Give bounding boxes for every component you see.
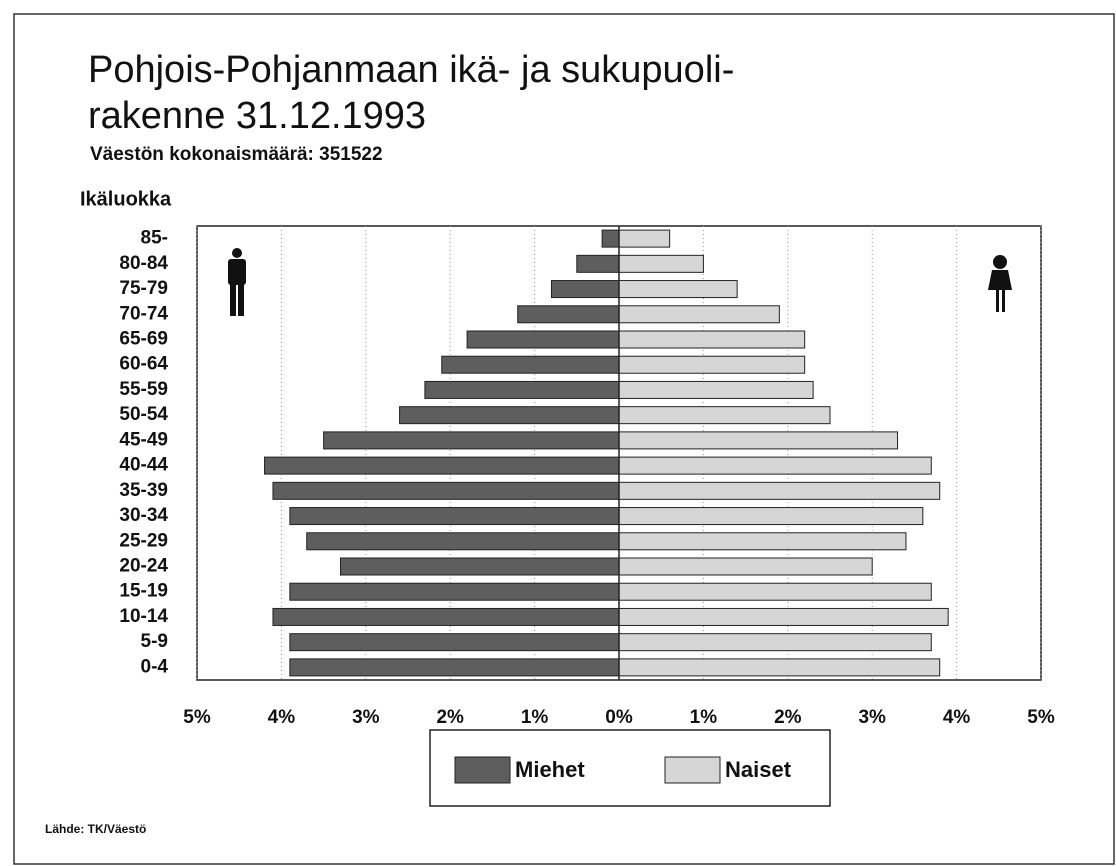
y-tick-label: 55-59 xyxy=(119,379,168,400)
y-tick-label: 80-84 xyxy=(119,253,168,274)
x-tick-label: 1% xyxy=(690,707,718,728)
bar xyxy=(289,633,620,652)
x-tick-label: 4% xyxy=(268,707,296,728)
bar xyxy=(618,582,932,601)
bar xyxy=(618,532,907,551)
bar xyxy=(618,431,899,450)
bar xyxy=(289,582,620,601)
y-tick-label: 45-49 xyxy=(119,429,168,450)
y-tick-label: 35-39 xyxy=(119,480,168,501)
bar xyxy=(618,456,932,475)
legend-label: Miehet xyxy=(515,757,585,782)
bar xyxy=(289,507,620,526)
source: Lähde: TK/Väestö xyxy=(45,822,146,836)
bar xyxy=(517,305,620,324)
legend-label: Naiset xyxy=(725,757,792,782)
x-tick-label: 4% xyxy=(943,707,971,728)
bar xyxy=(550,280,620,299)
y-tick-label: 0-4 xyxy=(141,656,169,677)
y-tick-label: 65-69 xyxy=(119,329,168,350)
bar xyxy=(618,280,738,299)
bar xyxy=(618,481,941,500)
legend-swatch xyxy=(664,756,721,784)
y-axis-label: Ikäluokka xyxy=(80,188,172,210)
bar xyxy=(618,305,780,324)
bar xyxy=(323,431,620,450)
y-tick-label: 75-79 xyxy=(119,278,168,299)
x-tick-label: 2% xyxy=(774,707,802,728)
y-tick-label: 40-44 xyxy=(119,455,168,476)
legend-swatch xyxy=(454,756,511,784)
bar xyxy=(618,229,671,248)
bar xyxy=(618,557,873,576)
bar xyxy=(618,507,924,526)
bar xyxy=(399,406,620,425)
bar xyxy=(618,406,831,425)
chart-title: Pohjois-Pohjanmaan ikä- ja sukupuoli- xyxy=(88,49,734,91)
y-tick-label: 20-24 xyxy=(119,556,168,577)
y-tick-label: 50-54 xyxy=(119,404,168,425)
bar xyxy=(618,658,941,677)
x-tick-label: 5% xyxy=(1027,707,1055,728)
bar xyxy=(601,229,620,248)
y-tick-label: 15-19 xyxy=(119,581,168,602)
y-tick-label: 70-74 xyxy=(119,303,168,324)
bar xyxy=(424,380,620,399)
x-tick-label: 3% xyxy=(352,707,380,728)
x-tick-label: 0% xyxy=(605,707,633,728)
bar xyxy=(618,633,932,652)
x-tick-label: 2% xyxy=(436,707,464,728)
y-tick-label: 5-9 xyxy=(141,631,168,652)
bar xyxy=(618,355,806,374)
frame xyxy=(13,13,1115,865)
bar xyxy=(466,330,620,349)
bar xyxy=(339,557,620,576)
bar xyxy=(618,330,806,349)
bar xyxy=(289,658,620,677)
bar xyxy=(264,456,620,475)
bar xyxy=(272,607,620,626)
bar xyxy=(272,481,620,500)
x-tick-label: 5% xyxy=(183,707,211,728)
bar xyxy=(618,254,704,273)
x-tick-label: 1% xyxy=(521,707,549,728)
bar xyxy=(576,254,620,273)
y-tick-label: 30-34 xyxy=(119,505,168,526)
female-icon xyxy=(988,255,1012,312)
y-tick-label: 10-14 xyxy=(119,606,168,627)
bar xyxy=(441,355,620,374)
bar xyxy=(618,380,814,399)
x-tick-label: 3% xyxy=(858,707,886,728)
y-tick-label: 85- xyxy=(141,228,168,249)
chart-title: rakenne 31.12.1993 xyxy=(88,95,426,137)
y-tick-label: 25-29 xyxy=(119,530,168,551)
y-tick-label: 60-64 xyxy=(119,354,168,375)
male-icon xyxy=(228,248,246,316)
bar xyxy=(306,532,620,551)
chart-subtitle: Väestön kokonaismäärä: 351522 xyxy=(90,144,383,165)
bar xyxy=(618,607,949,626)
